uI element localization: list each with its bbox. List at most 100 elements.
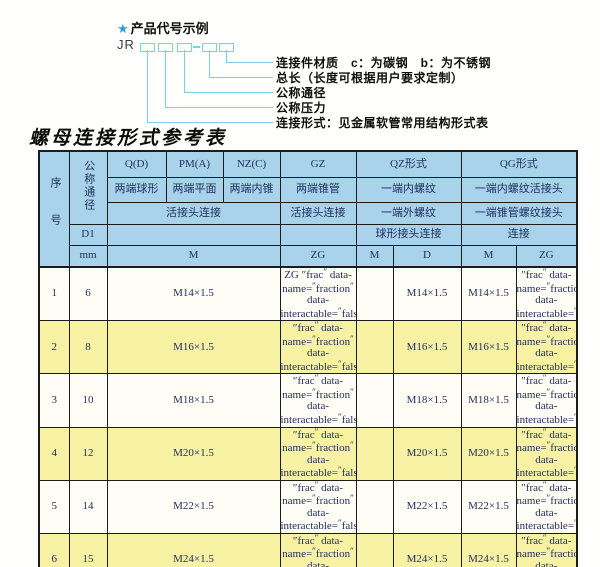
header-qg-connection: 连接 bbox=[460, 224, 578, 246]
diagram-label: 总长（长度可根据用户要求定制） bbox=[276, 71, 464, 85]
inch-mark: ″ bbox=[323, 267, 328, 277]
cell-qz-m bbox=[355, 320, 394, 375]
inch-mark: ″ bbox=[574, 518, 576, 528]
inch-mark: ″ bbox=[312, 440, 316, 451]
inch-mark: ″ bbox=[542, 320, 547, 331]
header-gz-sub: 两端锥管 bbox=[279, 177, 357, 203]
header-d1: D1 bbox=[68, 224, 108, 246]
table-title: 螺母连接形式参考表 bbox=[29, 128, 228, 149]
inch-mark: ″ bbox=[521, 428, 526, 441]
cell-m: M24×1.5 bbox=[106, 532, 281, 567]
header-qz-connection: 球形接头连接 bbox=[355, 224, 462, 246]
header-qz-sub2: 一端外螺纹 bbox=[355, 202, 462, 225]
cell-qz-m bbox=[355, 532, 394, 567]
cell-qg-zg: ″frac″ data-name=″fraction″ data-interac… bbox=[515, 479, 578, 534]
inch-mark: ″ bbox=[542, 427, 547, 437]
inch-mark: ″ bbox=[546, 386, 551, 397]
inch-mark: ″ bbox=[574, 465, 576, 475]
inch-mark: ″ bbox=[542, 267, 547, 277]
table-row: 5 14 M22×1.5 ″frac″ data-name=″fraction″ da… bbox=[38, 479, 578, 534]
diagram-label: 连接件材质 c：为碳钢 b：为不锈钢 bbox=[276, 56, 492, 70]
cell-qz-m bbox=[355, 426, 394, 481]
cell-seq: 5 bbox=[38, 479, 70, 534]
inch-mark: ″ bbox=[338, 465, 342, 476]
cell-qg-m: M16×1.5 bbox=[460, 320, 517, 375]
cell-dn: 15 bbox=[68, 532, 108, 567]
header-qz-m: M bbox=[355, 245, 394, 268]
leader-line bbox=[165, 50, 273, 108]
header-nominal-diameter: 公称通径 bbox=[68, 150, 108, 225]
product-code-diagram: ★ 产品代号示例 JR 连接件材质 c：为碳钢 b：为不锈钢 总长（长度可根据用户要… bbox=[0, 0, 600, 130]
table-row: 1 6 M14×1.5 ZG ″frac″ data-name=″fraction″ … bbox=[38, 266, 578, 322]
cell-dn: 8 bbox=[68, 320, 108, 375]
leader-line bbox=[209, 50, 273, 78]
inch-mark: ″ bbox=[292, 534, 298, 547]
reference-table: 序号 公称通径 Q(D) PM(A) NZ(C) GZ QZ形式 QG形式 两端… bbox=[38, 150, 579, 567]
inch-mark: ″ bbox=[350, 546, 354, 557]
cell-qz-d: M14×1.5 bbox=[392, 266, 462, 322]
cell-gz: ″frac″ data-name=″fraction″ data-interac… bbox=[279, 320, 357, 375]
cell-qz-d: M16×1.5 bbox=[392, 320, 462, 375]
inch-mark: ″ bbox=[546, 440, 551, 451]
header-col-qz: QZ形式 bbox=[355, 150, 462, 178]
inch-mark: ″ bbox=[338, 412, 342, 423]
inch-mark: ″ bbox=[301, 269, 307, 281]
leader-line bbox=[184, 50, 273, 93]
inch-mark: ″ bbox=[574, 359, 576, 369]
header-col-pm: PM(A) bbox=[165, 150, 224, 178]
cell-gz: ″frac″ data-name=″fraction″ data-interac… bbox=[279, 373, 357, 428]
header-gz-connection: 活接头连接 bbox=[279, 202, 357, 225]
inch-mark: ″ bbox=[314, 320, 319, 331]
header-seq: 序号 bbox=[38, 150, 70, 268]
cell-dn: 12 bbox=[68, 426, 108, 481]
inch-mark: ″ bbox=[314, 533, 319, 543]
header-d1-blank-main bbox=[106, 224, 281, 246]
cell-qz-d: M24×1.5 bbox=[392, 532, 462, 567]
cell-qg-m: M22×1.5 bbox=[460, 479, 517, 534]
cell-qg-m: M14×1.5 bbox=[460, 266, 517, 322]
header-qg-sub1: 一端内螺纹活接头 bbox=[460, 177, 578, 203]
leader-line bbox=[226, 50, 273, 63]
header-d1-blank-gz bbox=[279, 224, 357, 246]
cell-qg-zg: ″frac″ data-name=″fraction″ data-interac… bbox=[515, 532, 578, 567]
header-nz-sub: 两端内锥 bbox=[222, 177, 281, 203]
inch-mark: ″ bbox=[546, 493, 551, 504]
diagram-title: ★ 产品代号示例 bbox=[117, 18, 209, 37]
inch-mark: ″ bbox=[542, 373, 547, 384]
cell-gz: ″frac″ data-name=″fraction″ data-interac… bbox=[279, 479, 357, 534]
inch-mark: ″ bbox=[521, 481, 526, 494]
cell-m: M22×1.5 bbox=[106, 479, 281, 534]
table-row: 4 12 M20×1.5 ″frac″ data-name=″fraction″ da… bbox=[38, 426, 578, 481]
cell-qg-m: M24×1.5 bbox=[460, 532, 517, 567]
cell-gz: ″frac″ data-name=″fraction″ data-interac… bbox=[279, 532, 357, 567]
cell-seq: 4 bbox=[38, 426, 70, 481]
inch-mark: ″ bbox=[314, 373, 319, 384]
inch-mark: ″ bbox=[314, 427, 319, 437]
inch-mark: ″ bbox=[312, 386, 316, 397]
inch-mark: ″ bbox=[542, 480, 547, 490]
cell-qz-m bbox=[355, 266, 394, 322]
cell-qg-m: M18×1.5 bbox=[460, 373, 517, 428]
inch-mark: ″ bbox=[312, 546, 316, 557]
star-icon: ★ bbox=[117, 21, 129, 36]
inch-mark: ″ bbox=[546, 280, 551, 291]
inch-mark: ″ bbox=[338, 305, 342, 316]
product-code-prefix: JR bbox=[117, 37, 135, 52]
inch-mark: ″ bbox=[292, 428, 298, 441]
inch-mark: ″ bbox=[350, 493, 354, 504]
cell-seq: 2 bbox=[38, 320, 70, 375]
inch-mark: ″ bbox=[546, 546, 551, 557]
inch-mark: ″ bbox=[350, 386, 354, 397]
inch-mark: ″ bbox=[292, 481, 298, 494]
cell-qz-d: M20×1.5 bbox=[392, 426, 462, 481]
cell-qg-zg: ″frac″ data-name=″fraction″ data-interac… bbox=[515, 426, 578, 481]
cell-dn: 10 bbox=[68, 373, 108, 428]
cell-gz: ZG ″frac″ data-name=″fraction″ data-inte… bbox=[279, 266, 357, 322]
cell-qz-d: M22×1.5 bbox=[392, 479, 462, 534]
inch-mark: ″ bbox=[521, 322, 526, 335]
header-col-q: Q(D) bbox=[106, 150, 167, 178]
cell-gz: ″frac″ data-name=″fraction″ data-interac… bbox=[279, 426, 357, 481]
inch-mark: ″ bbox=[312, 280, 316, 291]
cell-qg-m: M20×1.5 bbox=[460, 426, 517, 481]
inch-mark: ″ bbox=[292, 375, 298, 388]
